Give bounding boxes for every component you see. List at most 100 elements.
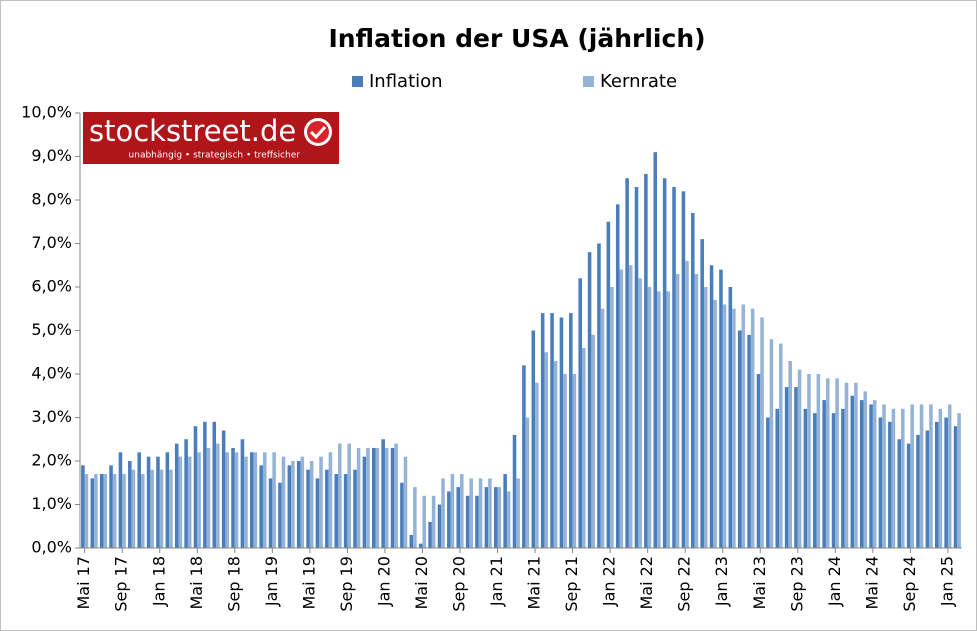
- bar: [503, 474, 507, 548]
- bar: [587, 252, 592, 548]
- bar: [897, 439, 902, 548]
- legend-label: Inflation: [369, 71, 443, 92]
- logo: stockstreet.de unabhängig • strategisch …: [83, 112, 339, 164]
- bar: [756, 374, 761, 548]
- bar: [137, 452, 141, 548]
- bar: [400, 482, 404, 548]
- bar: [953, 426, 958, 548]
- bar: [619, 269, 624, 548]
- x-tick-label: Jan 23: [712, 556, 731, 607]
- bar: [947, 404, 952, 548]
- bar: [653, 152, 658, 548]
- bar: [418, 543, 423, 548]
- x-tick-label: Mai 21: [525, 556, 544, 610]
- x-tick-label: Jan 18: [149, 556, 168, 607]
- bar: [216, 443, 220, 548]
- bar: [328, 452, 333, 548]
- x-tick-label: Mai 24: [862, 556, 881, 610]
- bar: [719, 269, 723, 548]
- bar: [262, 452, 267, 548]
- bar: [140, 474, 145, 548]
- bar: [888, 421, 892, 548]
- bar: [409, 534, 414, 548]
- x-tick-label: Sep 24: [900, 556, 919, 612]
- legend-swatch: [583, 76, 594, 87]
- bar: [812, 413, 817, 548]
- x-tick-label: Jan 20: [374, 556, 393, 607]
- bar: [553, 360, 558, 548]
- bar: [647, 287, 652, 548]
- bar: [356, 447, 361, 548]
- bar: [732, 308, 736, 548]
- bar: [747, 334, 751, 548]
- bar: [272, 452, 276, 548]
- bar: [165, 452, 170, 548]
- bar: [384, 447, 389, 548]
- bar: [784, 387, 789, 548]
- bar: [475, 495, 479, 548]
- bar: [760, 317, 764, 548]
- bar: [306, 469, 310, 548]
- bar: [794, 387, 798, 548]
- bar: [831, 413, 836, 548]
- bar: [469, 478, 473, 548]
- bar: [775, 408, 780, 548]
- bar: [353, 469, 357, 548]
- bar: [822, 400, 826, 548]
- x-tick-label: Sep 17: [112, 556, 131, 612]
- bar: [550, 313, 554, 548]
- logo-check: [309, 125, 327, 140]
- y-tick-label: 9,0%: [31, 146, 72, 165]
- bar: [741, 304, 746, 548]
- bar: [484, 487, 489, 548]
- bar: [259, 465, 263, 548]
- bar: [84, 474, 89, 548]
- x-tick-label: Mai 20: [412, 556, 431, 610]
- bar: [371, 447, 376, 548]
- bar: [901, 408, 905, 548]
- bar: [375, 447, 380, 548]
- bar: [268, 478, 273, 548]
- bar: [203, 421, 207, 548]
- bar: [221, 430, 226, 548]
- bar: [788, 360, 792, 548]
- x-tick-label: Mai 22: [637, 556, 656, 610]
- bar: [447, 491, 451, 548]
- bar: [919, 404, 924, 548]
- bar: [606, 221, 611, 548]
- bar: [488, 478, 492, 548]
- bar: [610, 287, 614, 548]
- y-tick-label: 7,0%: [31, 233, 72, 252]
- bar: [700, 239, 704, 548]
- bar: [525, 417, 530, 548]
- bar: [212, 421, 217, 548]
- bar: [728, 287, 733, 548]
- x-tick-label: Jan 19: [262, 556, 281, 607]
- bar: [516, 478, 520, 548]
- bar: [460, 474, 464, 548]
- bar: [381, 439, 385, 548]
- bar: [309, 461, 314, 548]
- bar: [413, 487, 417, 548]
- bar: [184, 439, 188, 548]
- x-tick-label: Jan 24: [825, 556, 844, 607]
- x-tick-label: Jan 25: [937, 556, 956, 607]
- x-tick-label: Sep 20: [450, 556, 469, 612]
- bar: [709, 265, 714, 548]
- bar: [666, 291, 671, 548]
- y-tick-label: 8,0%: [31, 190, 72, 209]
- bar: [366, 447, 370, 548]
- bar: [456, 487, 461, 548]
- bar: [441, 478, 445, 548]
- legend-label: Kernrate: [600, 71, 677, 92]
- bar: [891, 408, 896, 548]
- x-tick-label: Jan 22: [600, 556, 619, 607]
- bar: [187, 456, 192, 548]
- y-tick-label: 10,0%: [21, 103, 72, 122]
- bar: [672, 186, 676, 548]
- bar: [278, 482, 282, 548]
- bar: [206, 447, 211, 548]
- bar: [531, 330, 536, 548]
- bar: [178, 456, 183, 548]
- bar: [835, 378, 839, 548]
